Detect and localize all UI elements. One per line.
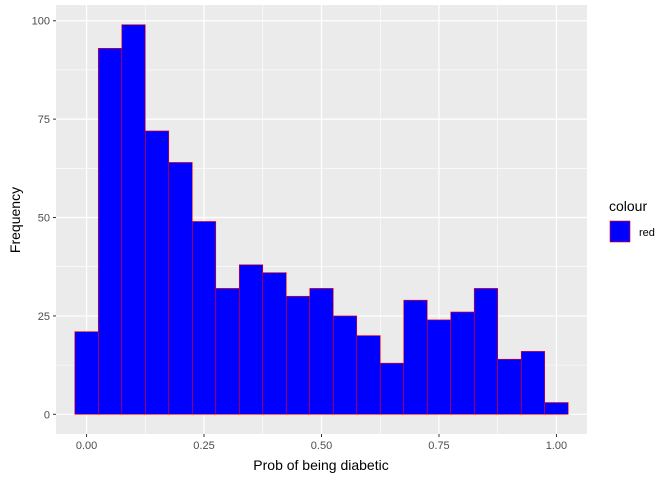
legend-key-red [609, 220, 631, 243]
histogram-bar [262, 272, 287, 415]
histogram-bar [309, 288, 334, 415]
histogram-bar [191, 221, 217, 415]
histogram-bar [144, 130, 170, 415]
histogram-bar [497, 358, 522, 415]
y-tick-label: 25 [38, 311, 50, 323]
legend-title: colour [609, 198, 647, 214]
y-tick-label: 100 [32, 16, 50, 28]
histogram-bar [520, 351, 546, 415]
histogram-bar [121, 24, 146, 415]
histogram-bar [332, 315, 358, 415]
histogram-bar [168, 162, 193, 415]
histogram-bar [403, 299, 428, 415]
x-tick-label: 1.00 [546, 440, 567, 452]
histogram-bar [215, 288, 240, 415]
x-tick-label: 0.25 [193, 440, 214, 452]
histogram-bar [450, 311, 475, 415]
histogram-bar [426, 319, 452, 415]
legend-label-red: red [639, 227, 655, 239]
histogram-bars [74, 24, 569, 415]
histogram-bar [544, 402, 569, 415]
histogram-bar [285, 295, 311, 415]
x-axis: 0.00 0.25 0.50 0.75 1.00 [76, 434, 567, 452]
y-axis: 0 25 50 75 100 [32, 16, 56, 421]
x-axis-title: Prob of being diabetic [253, 457, 388, 473]
histogram-bar [238, 264, 264, 415]
y-tick-label: 75 [38, 114, 50, 126]
histogram-bar [473, 288, 499, 415]
y-axis-title: Frequency [7, 187, 23, 253]
histogram-bar [356, 335, 381, 415]
histogram-bar [97, 47, 123, 415]
histogram-bar [74, 331, 99, 415]
legend: colour red [609, 198, 655, 243]
x-tick-label: 0.75 [428, 440, 449, 452]
x-tick-label: 0.50 [311, 440, 332, 452]
y-tick-label: 0 [44, 409, 50, 421]
y-tick-label: 50 [38, 213, 50, 225]
histogram-bar [379, 362, 405, 415]
x-tick-label: 0.00 [76, 440, 97, 452]
